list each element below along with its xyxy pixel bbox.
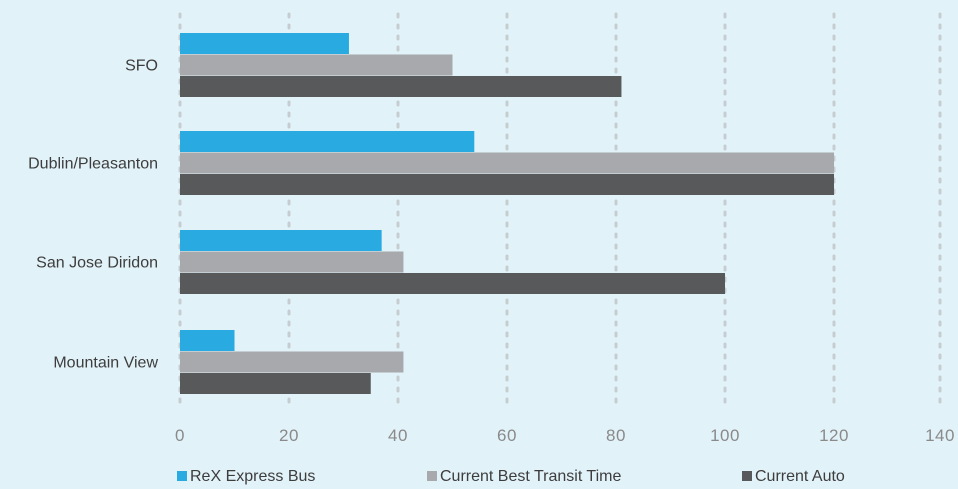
bar-san-jose-diridon-series-0 bbox=[180, 230, 382, 251]
x-tick-label: 120 bbox=[819, 426, 849, 445]
bar-dublin-pleasanton-series-0 bbox=[180, 131, 475, 152]
bar-sfo-series-0 bbox=[180, 33, 349, 54]
x-tick-label: 20 bbox=[279, 426, 299, 445]
category-labels: SFO Dublin/Pleasanton San Jose Diridon Moun… bbox=[28, 57, 158, 371]
category-label: Mountain View bbox=[53, 354, 158, 371]
x-axis-tick-labels: 0 20 40 60 80 100 120 140 bbox=[175, 426, 955, 445]
legend-label: Current Auto bbox=[755, 468, 845, 485]
category-label: Dublin/Pleasanton bbox=[28, 155, 158, 172]
bar-mountain-view-series-0 bbox=[180, 330, 235, 351]
bar-mountain-view-series-2 bbox=[180, 373, 371, 394]
bar-sfo-series-2 bbox=[180, 76, 622, 97]
bar-dublin-pleasanton-series-1 bbox=[180, 152, 834, 174]
bars bbox=[180, 33, 834, 394]
x-tick-label: 100 bbox=[710, 426, 740, 445]
legend-swatch bbox=[742, 471, 752, 481]
legend-swatch bbox=[427, 471, 437, 481]
x-tick-label: 40 bbox=[388, 426, 408, 445]
bar-san-jose-diridon-series-1 bbox=[180, 251, 404, 273]
x-tick-label: 80 bbox=[606, 426, 626, 445]
legend: ReX Express Bus Current Best Transit Time… bbox=[177, 468, 845, 485]
legend-label: ReX Express Bus bbox=[190, 468, 315, 485]
x-tick-label: 60 bbox=[497, 426, 517, 445]
x-tick-label: 0 bbox=[175, 426, 185, 445]
legend-label: Current Best Transit Time bbox=[440, 468, 621, 485]
category-label: San Jose Diridon bbox=[36, 254, 158, 271]
bar-san-jose-diridon-series-2 bbox=[180, 273, 725, 294]
bar-sfo-series-1 bbox=[180, 54, 453, 76]
x-tick-label: 140 bbox=[925, 426, 955, 445]
bar-mountain-view-series-1 bbox=[180, 351, 404, 373]
category-label: SFO bbox=[125, 57, 158, 74]
legend-swatch bbox=[177, 471, 187, 481]
bar-dublin-pleasanton-series-2 bbox=[180, 174, 834, 195]
